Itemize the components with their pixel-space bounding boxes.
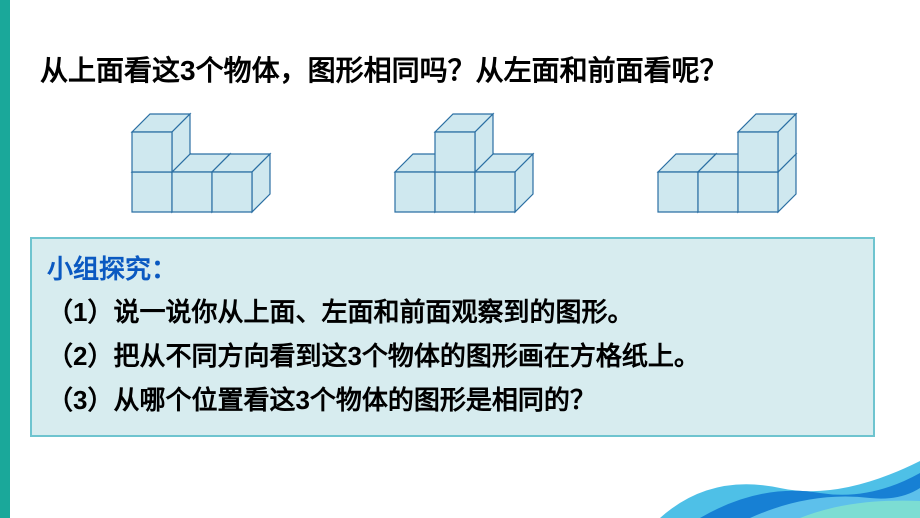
left-accent-bar — [0, 0, 10, 518]
explore-title: 小组探究： — [47, 249, 858, 286]
figure-1 — [117, 102, 287, 222]
explore-item-3: （3）从哪个位置看这3个物体的图形是相同的？ — [47, 378, 858, 422]
explore-item-2: （2）把从不同方向看到这3个物体的图形画在方格纸上。 — [47, 334, 858, 378]
explore-item-1: （1）说一说你从上面、左面和前面观察到的图形。 — [47, 290, 858, 334]
slide-content: 从上面看这3个物体，图形相同吗？从左面和前面看呢？ 小组探究： （1）说一说你从… — [30, 50, 900, 437]
figure-3 — [643, 102, 813, 222]
decor-swoosh — [660, 443, 920, 518]
figure-2 — [380, 102, 550, 222]
figures-row — [30, 92, 900, 237]
question-text: 从上面看这3个物体，图形相同吗？从左面和前面看呢？ — [30, 50, 900, 92]
explore-box: 小组探究： （1）说一说你从上面、左面和前面观察到的图形。 （2）把从不同方向看… — [30, 237, 875, 437]
